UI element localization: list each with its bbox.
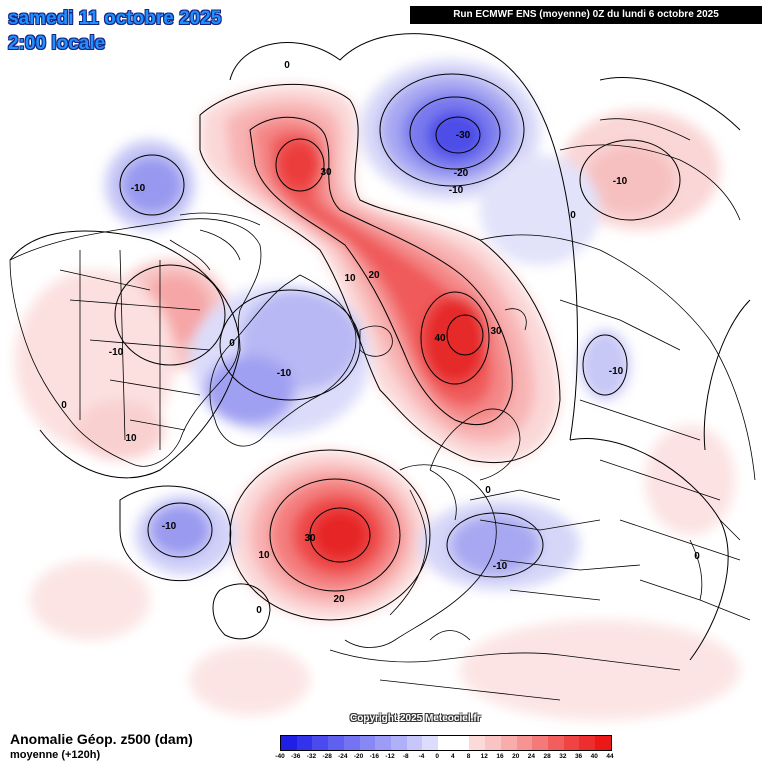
contour-label: 0 xyxy=(256,605,262,616)
scale-tick-label: -40 xyxy=(275,753,285,760)
scale-tick-label: 4 xyxy=(451,753,455,760)
scale-swatch xyxy=(281,736,297,750)
contour-lines xyxy=(9,33,751,661)
copyright: Copyright 2025 Meteociel.fr xyxy=(350,713,481,724)
contour-label: -10 xyxy=(109,347,124,358)
contour-label: 10 xyxy=(344,273,356,284)
greenland-coast xyxy=(209,274,357,447)
scale-swatch xyxy=(406,736,423,750)
africa-coast xyxy=(329,630,681,701)
scale-tick-label: -36 xyxy=(291,753,301,760)
scale-tick-label: 24 xyxy=(527,753,536,760)
contour-label: 0 xyxy=(570,210,576,221)
contour-label: 0 xyxy=(485,485,491,496)
contour-label: 0 xyxy=(284,60,290,71)
scale-swatch xyxy=(438,736,454,750)
contour-label: -10 xyxy=(449,185,464,196)
scale-swatch xyxy=(343,736,360,750)
scale-swatch xyxy=(547,736,564,750)
scale-tick-label: 28 xyxy=(543,753,551,760)
scale-tick-label: -16 xyxy=(369,753,379,760)
scale-swatch xyxy=(469,736,486,750)
scale-swatch xyxy=(359,736,376,750)
scale-tick-label: 0 xyxy=(435,753,439,760)
scale-tick-label: 44 xyxy=(606,753,614,760)
scale-tick-label: 20 xyxy=(512,753,520,760)
scale-tick-label: -8 xyxy=(402,753,409,760)
scale-swatch xyxy=(375,736,391,750)
scale-tick-label: -12 xyxy=(385,753,395,760)
scale-swatch xyxy=(422,736,439,750)
contour-label: 0 xyxy=(61,400,67,411)
variable-subtitle: moyenne (+120h) xyxy=(10,749,101,761)
scale-tick-label: -24 xyxy=(338,753,348,760)
anomaly-shading xyxy=(15,60,740,720)
scale-tick-label: -4 xyxy=(418,753,425,760)
north-america-coast xyxy=(9,218,262,467)
contour-label: 0 xyxy=(694,551,700,562)
contour-label: -20 xyxy=(454,168,469,179)
contour-label: 20 xyxy=(333,594,345,605)
scale-tick-label: 36 xyxy=(574,753,583,760)
scale-swatch xyxy=(312,736,329,750)
contour-label: 20 xyxy=(368,270,380,281)
scale-swatch xyxy=(296,736,313,750)
coastlines xyxy=(9,118,756,701)
scale-tick-label: 32 xyxy=(559,753,567,760)
contour-label: 30 xyxy=(490,326,502,337)
scale-swatch xyxy=(516,736,533,750)
forecast-date: samedi 11 octobre 2025 xyxy=(8,8,222,29)
scale-swatch xyxy=(485,736,501,750)
weak-positive-areas xyxy=(15,110,740,720)
contour-labels: -10 30 -30 -20 -10 0 -10 10 20 40 30 -10… xyxy=(61,60,700,616)
scale-tick-label: 40 xyxy=(590,753,598,760)
scale-tick-label: -28 xyxy=(322,753,332,760)
ridge-arctic-siberia xyxy=(200,84,560,463)
contour-label: -10 xyxy=(131,183,146,194)
scale-swatch xyxy=(595,736,611,750)
contour-label: -10 xyxy=(613,176,628,187)
contour-label: -10 xyxy=(493,561,508,572)
scale-tick-label: 16 xyxy=(496,753,504,760)
contour-label: 10 xyxy=(258,550,270,561)
scale-swatch xyxy=(328,736,344,750)
contour-label: 0 xyxy=(229,338,235,349)
contour-label: -30 xyxy=(456,130,471,141)
ridge-atlantic xyxy=(230,450,430,620)
scale-tick-label: 8 xyxy=(466,753,471,760)
scale-swatch xyxy=(532,736,548,750)
scale-swatch xyxy=(500,736,517,750)
contour-label: 30 xyxy=(320,167,332,178)
scale-tick-label: 12 xyxy=(480,753,488,760)
color-scale-ticks: -40 -36 -32 -28 -24 -20 -16 -12 -8 -4 0 4 8 12 16 20 24 2… xyxy=(275,751,614,763)
contour-label: 30 xyxy=(304,533,316,544)
contour-label: 40 xyxy=(434,333,446,344)
contour-label: -10 xyxy=(162,521,177,532)
color-scale-swatches xyxy=(280,735,612,751)
scale-tick-label: -32 xyxy=(306,753,317,760)
color-scale: -40 -36 -32 -28 -24 -20 -16 -12 -8 -4 0 4 8 12 16 20 24 2… xyxy=(275,735,614,763)
scale-swatch xyxy=(390,736,407,750)
forecast-time: 2:00 locale xyxy=(8,33,106,54)
contour-label: -10 xyxy=(277,368,292,379)
scale-tick-label: -20 xyxy=(353,753,364,760)
europe-coast xyxy=(344,464,497,648)
contour-label: 10 xyxy=(125,433,137,444)
scale-swatch xyxy=(563,736,580,750)
run-banner: Run ECMWF ENS (moyenne) 0Z du lundi 6 oc… xyxy=(410,6,762,24)
scale-swatch xyxy=(579,736,596,750)
scale-swatch xyxy=(453,736,470,750)
asia-coast xyxy=(479,234,756,621)
contour-label: -10 xyxy=(609,366,624,377)
variable-title: Anomalie Géop. z500 (dam) xyxy=(10,731,193,747)
